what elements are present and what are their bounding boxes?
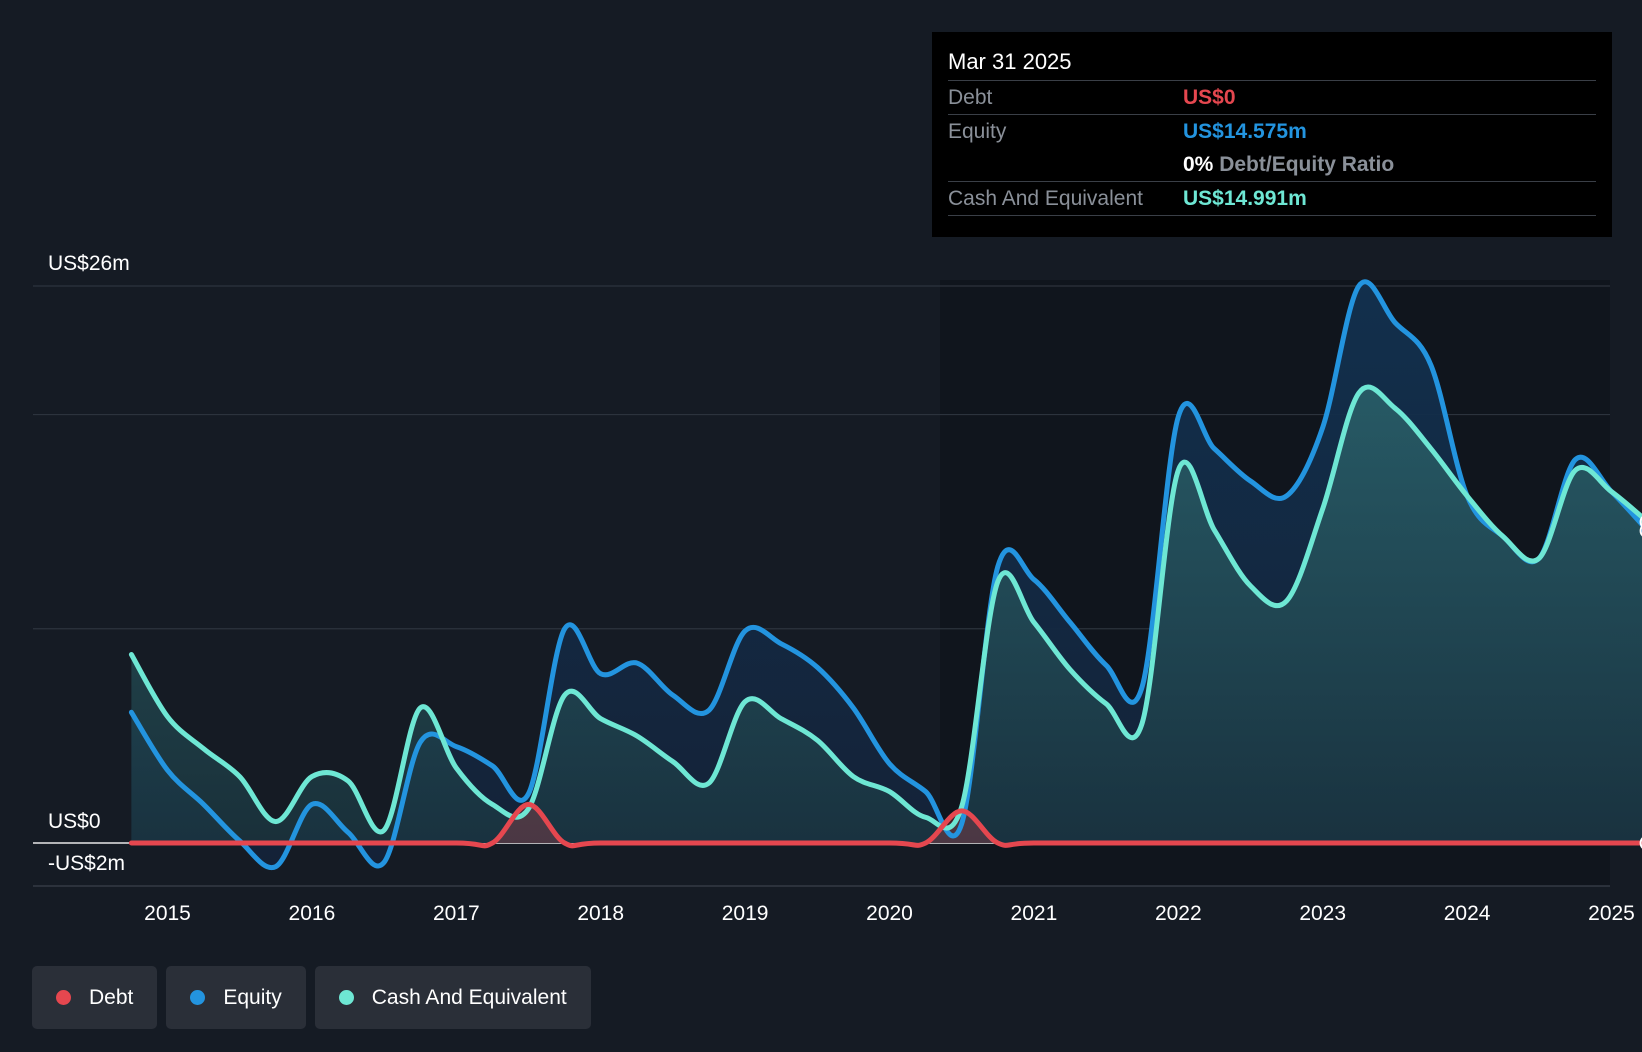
legend-item-debt[interactable]: Debt bbox=[32, 966, 158, 1029]
tooltip-equity-value: US$14.575m bbox=[1183, 120, 1307, 143]
tooltip-ratio-value: 0% bbox=[1183, 153, 1214, 176]
series-lines bbox=[128, 279, 1642, 871]
tooltip-equity-row: Equity US$14.575m bbox=[948, 114, 1596, 148]
legend-debt-label: Debt bbox=[89, 985, 134, 1009]
area-cash-and-equivalent bbox=[131, 387, 1642, 843]
x-tick-label: 2017 bbox=[433, 902, 480, 925]
tooltip-debt-value: US$0 bbox=[1183, 86, 1236, 109]
x-tick-label: 2019 bbox=[722, 902, 769, 925]
hover-tooltip: Mar 31 2025 Debt US$0 Equity US$14.575m … bbox=[932, 32, 1612, 237]
debt-dot-icon bbox=[56, 990, 71, 1005]
tooltip-cash-row: Cash And Equivalent US$14.991m bbox=[948, 181, 1596, 216]
x-tick-label: 2016 bbox=[289, 902, 336, 925]
series-line-equity bbox=[128, 279, 1642, 871]
tooltip-ratio-label: Debt/Equity Ratio bbox=[1219, 153, 1395, 176]
series-line-debt bbox=[128, 801, 1642, 849]
equity-dot-icon bbox=[190, 990, 206, 1005]
tooltip-ratio-row: 0% Debt/Equity Ratio bbox=[948, 148, 1596, 181]
cash-dot-icon bbox=[338, 990, 354, 1005]
y-tick-label: US$0 bbox=[48, 810, 101, 833]
tooltip-cash-label: Cash And Equivalent bbox=[948, 187, 1143, 210]
legend-equity-label: Equity bbox=[223, 985, 282, 1009]
x-tick-label: 2023 bbox=[1299, 902, 1346, 925]
x-tick-labels: 2015 2016 2017 2018 2019 2020 2021 2022 2023 2024… bbox=[144, 902, 1635, 925]
legend-item-cash[interactable]: Cash And Equivalent bbox=[314, 966, 591, 1029]
legend-cash-label: Cash And Equivalent bbox=[371, 985, 567, 1009]
tooltip-debt-label: Debt bbox=[948, 86, 993, 109]
tooltip-date: Mar 31 2025 bbox=[948, 49, 1072, 74]
x-tick-label: 2020 bbox=[866, 902, 913, 925]
area-debt bbox=[131, 804, 1642, 846]
y-tick-label: US$26m bbox=[48, 252, 130, 275]
x-tick-label: 2021 bbox=[1011, 902, 1058, 925]
tooltip-equity-label: Equity bbox=[948, 120, 1007, 143]
series-areas bbox=[131, 281, 1642, 868]
y-tick-labels: US$26m US$0 -US$2m bbox=[48, 252, 130, 875]
series-line-cash-and-equivalent bbox=[128, 384, 1642, 835]
legend: Debt Equity Cash And Equivalent bbox=[32, 966, 591, 1029]
x-tick-label: 2018 bbox=[577, 902, 624, 925]
x-tick-label: 2015 bbox=[144, 902, 191, 925]
tooltip-debt-row: Debt US$0 bbox=[948, 80, 1596, 114]
x-tick-label: 2024 bbox=[1444, 902, 1491, 925]
tooltip-cash-value: US$14.991m bbox=[1183, 187, 1307, 210]
y-tick-label: -US$2m bbox=[48, 852, 125, 875]
x-tick-label: 2025 bbox=[1588, 902, 1635, 925]
legend-item-equity[interactable]: Equity bbox=[166, 966, 306, 1029]
x-tick-label: 2022 bbox=[1155, 902, 1202, 925]
